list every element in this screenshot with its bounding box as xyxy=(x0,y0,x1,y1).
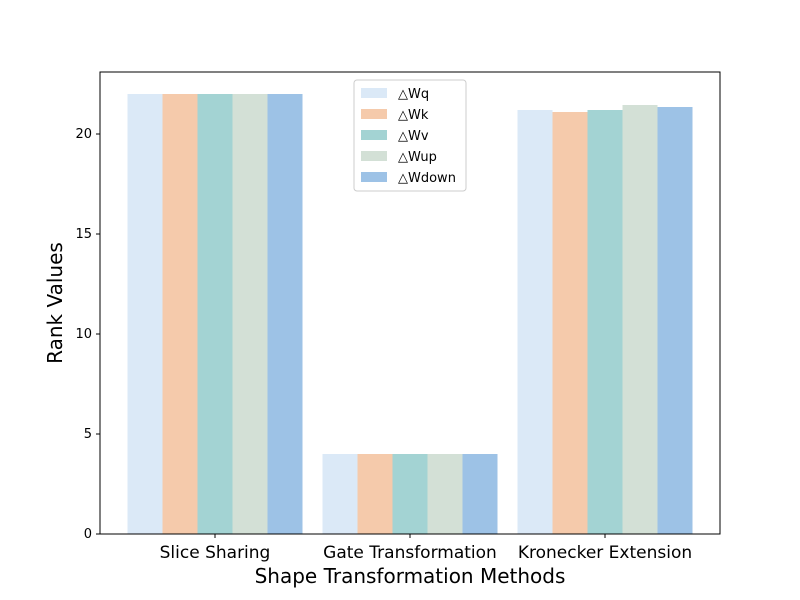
legend-label: △Wq xyxy=(398,87,429,102)
bar-wq-2 xyxy=(322,454,358,534)
x-axis-label: Shape Transformation Methods xyxy=(255,564,566,588)
legend: △Wq △Wk △Wv △Wup △Wdown xyxy=(353,79,467,192)
bar-wup-1 xyxy=(232,94,268,534)
bar-wq-3 xyxy=(517,110,553,534)
y-tick-label: 5 xyxy=(84,427,92,442)
legend-label: △Wup xyxy=(398,150,437,165)
y-tick-label: 10 xyxy=(75,327,92,342)
bar-wdown-1 xyxy=(267,94,303,534)
legend-label: △Wv xyxy=(398,129,429,144)
bar-wup-3 xyxy=(622,105,658,534)
y-tick-label: 15 xyxy=(75,227,92,242)
y-axis-label: Rank Values xyxy=(43,242,67,364)
legend-box xyxy=(353,79,467,192)
bar-wdown-3 xyxy=(657,107,693,534)
x-axis: Slice Sharing Gate Transformation Kronecke… xyxy=(160,534,692,563)
bar-wv-1 xyxy=(197,94,233,534)
y-axis: 0 5 10 15 20 xyxy=(75,127,100,542)
bar-wk-3 xyxy=(552,112,588,534)
bar-wk-2 xyxy=(357,454,393,534)
bar-wk-1 xyxy=(162,94,198,534)
x-tick-label: Gate Transformation xyxy=(323,543,497,563)
legend-swatch xyxy=(361,151,387,161)
legend-label: △Wk xyxy=(398,108,429,123)
bar-wup-2 xyxy=(427,454,463,534)
bar-wv-2 xyxy=(392,454,428,534)
bar-wq-1 xyxy=(127,94,163,534)
legend-swatch xyxy=(361,109,387,119)
x-tick-label: Slice Sharing xyxy=(160,543,271,563)
x-tick-label: Kronecker Extension xyxy=(518,543,692,563)
bar-wv-3 xyxy=(587,110,623,534)
bar-wdown-2 xyxy=(462,454,498,534)
legend-label: △Wdown xyxy=(398,171,456,186)
bars-layer xyxy=(127,94,693,534)
legend-swatch xyxy=(361,172,387,182)
y-tick-label: 20 xyxy=(75,127,92,142)
legend-swatch xyxy=(361,130,387,140)
legend-swatch xyxy=(361,88,387,98)
y-tick-label: 0 xyxy=(84,527,92,542)
